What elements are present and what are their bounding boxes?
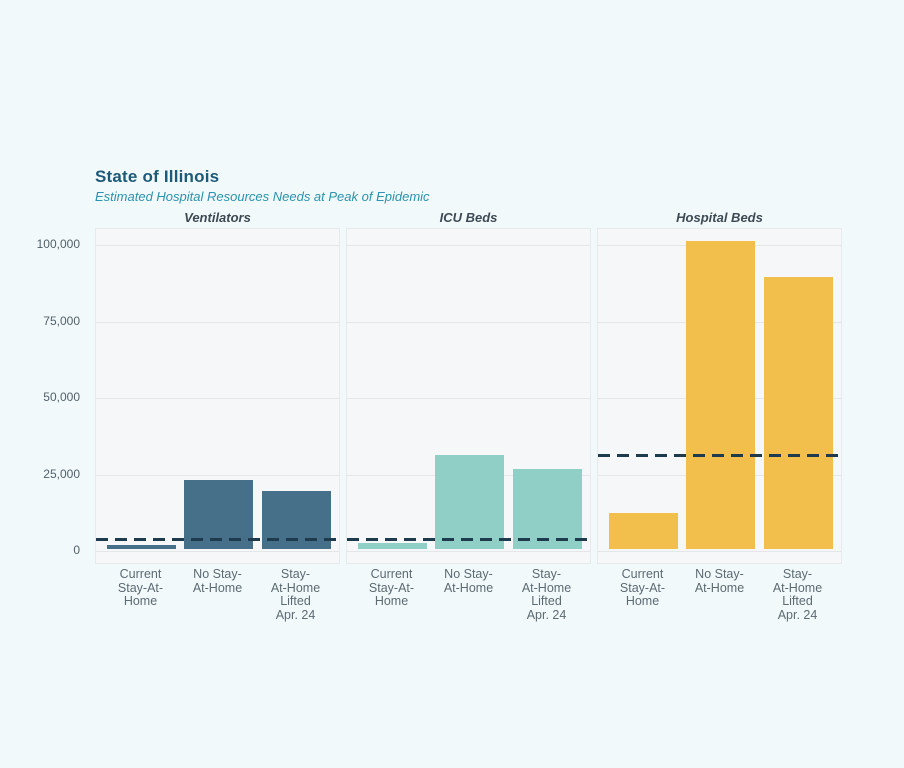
x-axis-tick-label: No Stay- At-Home — [443, 567, 494, 595]
bar-no-stay-at-home[interactable] — [686, 240, 755, 549]
x-axis-tick-label: No Stay- At-Home — [192, 567, 243, 595]
plot-area — [347, 229, 590, 563]
plot-area — [598, 229, 841, 563]
gridline — [347, 321, 590, 323]
bar-current-stay-at-home[interactable] — [107, 545, 176, 549]
x-axis-tick-label: Stay- At-Home Lifted Apr. 24 — [772, 567, 823, 622]
plot-area — [96, 229, 339, 563]
bar-current-stay-at-home[interactable] — [358, 542, 427, 549]
gridline — [347, 398, 590, 399]
capacity-dashed-line — [96, 538, 339, 542]
x-axis-labels: Current Stay-At- Home No Stay- At-Home Sta… — [346, 567, 591, 632]
gridline — [347, 551, 590, 552]
panel-title-hospital-beds: Hospital Beds — [676, 210, 763, 225]
bar-no-stay-at-home[interactable] — [184, 480, 253, 549]
gridline — [96, 474, 339, 476]
bar-stay-at-home-lifted-apr-24[interactable] — [513, 469, 582, 549]
x-axis-tick-label: Current Stay-At- Home — [117, 567, 164, 608]
y-axis-tick-label: 100,000 — [36, 237, 80, 251]
chart-subtitle: Estimated Hospital Resources Needs at Pe… — [95, 189, 430, 204]
gridline — [96, 551, 339, 552]
gridline — [96, 398, 339, 399]
bar-no-stay-at-home[interactable] — [435, 455, 504, 549]
x-axis-tick-label: Stay- At-Home Lifted Apr. 24 — [521, 567, 572, 622]
bar-stay-at-home-lifted-apr-24[interactable] — [764, 276, 833, 549]
y-axis-tick-label: 75,000 — [43, 313, 80, 328]
gridline — [598, 551, 841, 552]
gridline — [347, 245, 590, 246]
x-axis-labels: Current Stay-At- Home No Stay- At-Home Sta… — [95, 567, 340, 632]
panel-icu-beds — [346, 228, 591, 564]
gridline — [96, 321, 339, 323]
y-axis: 0 25,000 50,000 75,000 100,000 — [20, 228, 86, 564]
x-axis-tick-label: No Stay- At-Home — [694, 567, 745, 595]
bar-current-stay-at-home[interactable] — [609, 512, 678, 549]
capacity-dashed-line — [598, 454, 841, 458]
y-axis-tick-label: 25,000 — [43, 466, 80, 481]
x-axis-tick-label: Stay- At-Home Lifted Apr. 24 — [270, 567, 321, 622]
x-axis-tick-label: Current Stay-At- Home — [368, 567, 415, 608]
panel-hospital-beds — [597, 228, 842, 564]
y-axis-tick-label: 0 — [73, 543, 80, 557]
chart-title: State of Illinois — [95, 167, 220, 186]
x-axis-labels: Current Stay-At- Home No Stay- At-Home Sta… — [597, 567, 842, 632]
y-axis-tick-label: 50,000 — [43, 390, 80, 404]
x-axis-tick-label: Current Stay-At- Home — [619, 567, 666, 608]
panel-ventilators — [95, 228, 340, 564]
panel-title-ventilators: Ventilators — [184, 210, 251, 225]
panel-title-icu-beds: ICU Beds — [439, 210, 498, 225]
gridline — [96, 245, 339, 246]
capacity-dashed-line — [347, 538, 590, 542]
